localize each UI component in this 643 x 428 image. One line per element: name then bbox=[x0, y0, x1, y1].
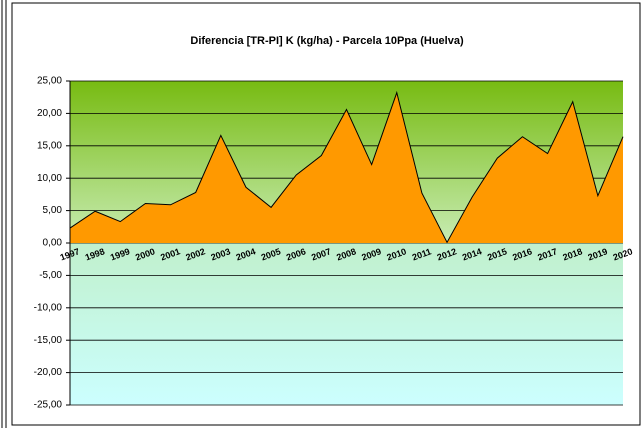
y-tick-label: 15,00 bbox=[37, 140, 62, 151]
plot-background bbox=[70, 243, 623, 405]
area bbox=[70, 92, 623, 243]
y-tick-label: 10,00 bbox=[37, 173, 62, 184]
y-tick-label: -25,00 bbox=[34, 400, 63, 411]
y-tick-label: -5,00 bbox=[39, 270, 62, 281]
y-tick-label: 20,00 bbox=[37, 108, 62, 119]
y-tick-label: -10,00 bbox=[34, 302, 63, 313]
y-tick-label: 5,00 bbox=[43, 205, 63, 216]
y-tick-label: -20,00 bbox=[34, 367, 63, 378]
y-tick-label: -15,00 bbox=[34, 335, 63, 346]
y-tick-label: 25,00 bbox=[37, 76, 62, 87]
y-tick-label: 0,00 bbox=[43, 238, 63, 249]
chart-title: Diferencia [TR-PI] K (kg/ha) - Parcela 1… bbox=[190, 35, 464, 47]
area-outline bbox=[69, 90, 624, 244]
